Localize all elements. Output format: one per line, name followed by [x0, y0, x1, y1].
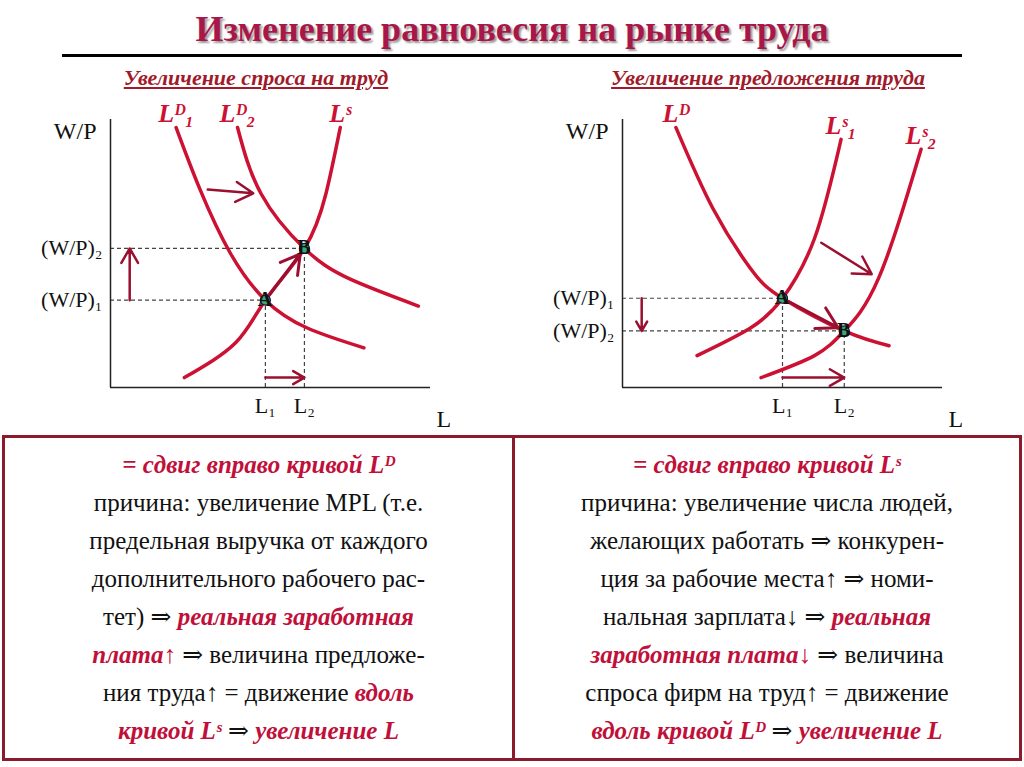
- html-text:вдоль кривой Lᴰ ⇒ увеличение L: вдоль кривой Lᴰ ⇒ увеличение L: [591, 717, 943, 744]
- svg-text:L: L: [949, 406, 964, 432]
- svg-text:A: A: [775, 286, 790, 308]
- html-text:тет) ⇒ реальная заработная: тет) ⇒ реальная заработная: [103, 603, 414, 630]
- html-text:Изменение равновесия на рынке: Изменение равновесия на рынке труда: [195, 9, 829, 49]
- html-text:ния труда↑ = движение вдоль: ния труда↑ = движение вдоль: [103, 679, 414, 706]
- svg-text:Lᴰ₁: Lᴰ₁: [157, 99, 194, 128]
- html-text:плата↑ ⇒ величина предложе-: плата↑ ⇒ величина предложе-: [92, 641, 425, 668]
- html-text:причина: увеличение MPL (т.е.: причина: увеличение MPL (т.е.: [93, 489, 424, 516]
- html-text:= сдвиг вправо кривой Lᴰ: = сдвиг вправо кривой Lᴰ: [122, 451, 395, 478]
- html-text:Увеличение спроса на труд: Увеличение спроса на труд: [123, 65, 389, 90]
- html-text:кривой Lˢ ⇒ увеличение L: кривой Lˢ ⇒ увеличение L: [118, 717, 399, 744]
- svg-text:W/P: W/P: [566, 118, 609, 144]
- html-text:заработная плата↓ ⇒ величина: заработная плата↓ ⇒ величина: [590, 641, 944, 668]
- svg-text:(W/P)₂: (W/P)₂: [41, 235, 102, 260]
- html-text:дополнительного рабочего рас-: дополнительного рабочего рас-: [91, 565, 426, 592]
- svg-text:Lˢ₁: Lˢ₁: [825, 111, 857, 140]
- svg-text:L₁: L₁: [255, 393, 276, 418]
- svg-text:Lˢ₂: Lˢ₂: [905, 121, 937, 150]
- svg-text:W/P: W/P: [54, 118, 97, 144]
- html-text:желающих работать ⇒ конкурен-: желающих работать ⇒ конкурен-: [590, 527, 944, 554]
- html-text:Увеличение предложения труда: Увеличение предложения труда: [611, 65, 925, 90]
- html-text:= сдвиг вправо кривой Lˢ: = сдвиг вправо кривой Lˢ: [633, 451, 901, 478]
- svg-text:Lᴰ₂: Lᴰ₂: [219, 99, 256, 128]
- svg-text:B: B: [297, 236, 310, 258]
- svg-text:Lˢ: Lˢ: [328, 99, 352, 128]
- svg-text:B: B: [837, 319, 850, 341]
- svg-text:(W/P)₁: (W/P)₁: [553, 285, 614, 310]
- svg-text:(W/P)₂: (W/P)₂: [553, 318, 614, 343]
- svg-text:L₁: L₁: [772, 393, 793, 418]
- svg-text:Lᴰ: Lᴰ: [662, 99, 691, 128]
- html-text:предельная выручка от каждого: предельная выручка от каждого: [89, 527, 428, 554]
- html-text:нальная зарплата↓ ⇒ реальная: нальная зарплата↓ ⇒ реальная: [602, 603, 932, 630]
- svg-text:L₂: L₂: [834, 393, 855, 418]
- svg-text:A: A: [258, 288, 273, 310]
- svg-text:(W/P)₁: (W/P)₁: [41, 287, 102, 312]
- html-text:ция за рабочие места↑ ⇒ номи-: ция за рабочие места↑ ⇒ номи-: [600, 565, 934, 592]
- svg-text:L₂: L₂: [294, 393, 315, 418]
- html-text:спроса фирм на труд↑ = движени: спроса фирм на труд↑ = движение: [585, 679, 949, 706]
- html-text:причина: увеличение числа люде: причина: увеличение числа людей,: [581, 489, 953, 516]
- svg-text:L: L: [437, 406, 452, 432]
